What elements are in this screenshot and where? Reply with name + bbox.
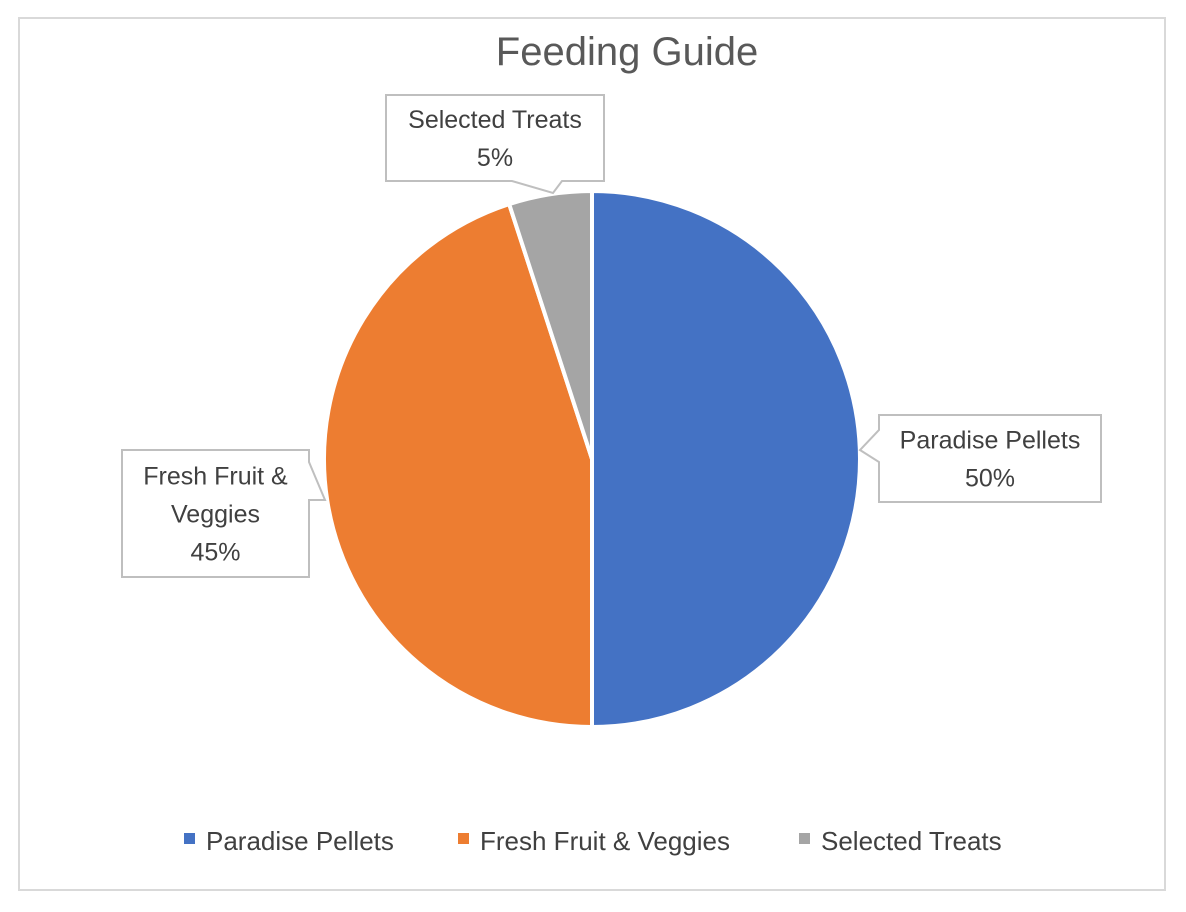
legend-item-paradise-pellets: Paradise Pellets: [184, 826, 394, 856]
legend-label: Paradise Pellets: [206, 826, 394, 856]
legend: Paradise Pellets Fresh Fruit & Veggies Sel…: [184, 826, 1002, 856]
data-label-selected-treats: Selected Treats 5%: [385, 94, 605, 195]
data-label-paradise-pellets: Paradise Pellets 50%: [858, 414, 1102, 503]
legend-item-fresh-fruit-and-veggies: Fresh Fruit & Veggies: [458, 826, 730, 856]
callout-box: [121, 449, 327, 578]
pie-slice-selected-treats: [507, 189, 594, 461]
data-label-value: 50%: [965, 465, 1015, 493]
data-label-category: Fresh Fruit &: [143, 463, 288, 491]
data-label-value: 5%: [477, 144, 513, 172]
pie-slices: [322, 189, 862, 729]
legend-swatch: [184, 833, 195, 844]
pie-slice-fresh-fruit-and-veggies: [322, 202, 594, 729]
callout-box: [385, 94, 605, 195]
data-label-category: Selected Treats: [408, 106, 582, 134]
data-label-category: Veggies: [171, 501, 260, 529]
callout-box: [858, 414, 1102, 503]
legend-label: Selected Treats: [821, 826, 1002, 856]
chart-title: Feeding Guide: [496, 30, 758, 74]
pie-slice-paradise-pellets: [590, 189, 862, 729]
data-label-callouts: Paradise Pellets 50% Fresh Fruit & Veggies 4…: [121, 94, 1102, 578]
data-label-value: 45%: [190, 539, 240, 567]
legend-swatch: [458, 833, 469, 844]
legend-swatch: [799, 833, 810, 844]
data-label-category: Paradise Pellets: [900, 427, 1081, 455]
data-label-fresh-fruit-and-veggies: Fresh Fruit & Veggies 45%: [121, 449, 327, 578]
legend-item-selected-treats: Selected Treats: [799, 826, 1002, 856]
legend-label: Fresh Fruit & Veggies: [480, 826, 730, 856]
